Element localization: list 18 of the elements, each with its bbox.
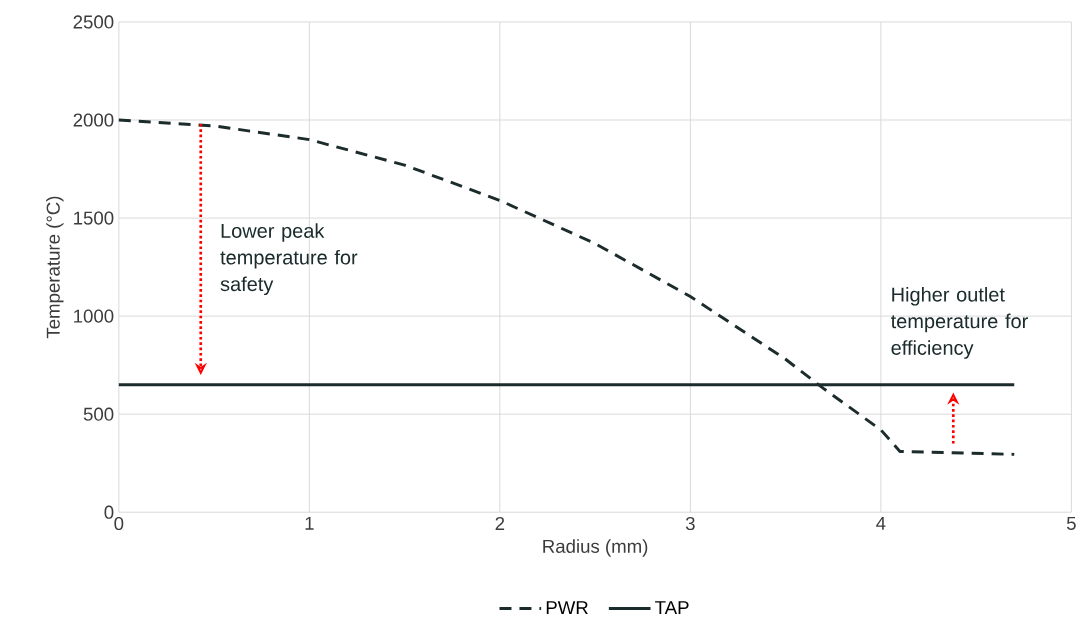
x-tick-label: 1 — [305, 516, 314, 530]
x-axis-title: Radius (mm) — [543, 539, 648, 557]
annotation: Lower peak temperature for safety — [220, 223, 358, 296]
y-tick-label: 1000 — [74, 309, 114, 323]
x-tick-label: 2 — [495, 516, 505, 530]
legend-label: PWR — [546, 601, 588, 614]
y-tick-label: 2000 — [73, 113, 114, 127]
y-axis-title: Temperature (°C) — [46, 196, 64, 339]
x-tick-label: 3 — [685, 516, 695, 531]
x-tick-label: 0 — [114, 516, 124, 531]
y-tick-label: 0 — [104, 505, 114, 519]
y-tick-label: 500 — [83, 407, 114, 421]
x-tick-label: 4 — [876, 516, 886, 530]
legend-label: TAP — [655, 601, 689, 614]
x-tick-label: 5 — [1066, 516, 1076, 530]
annotation: Higher outlet temperature for efficiency — [890, 286, 1028, 359]
y-tick-label: 2500 — [73, 15, 114, 29]
y-tick-label: 1500 — [74, 211, 114, 225]
